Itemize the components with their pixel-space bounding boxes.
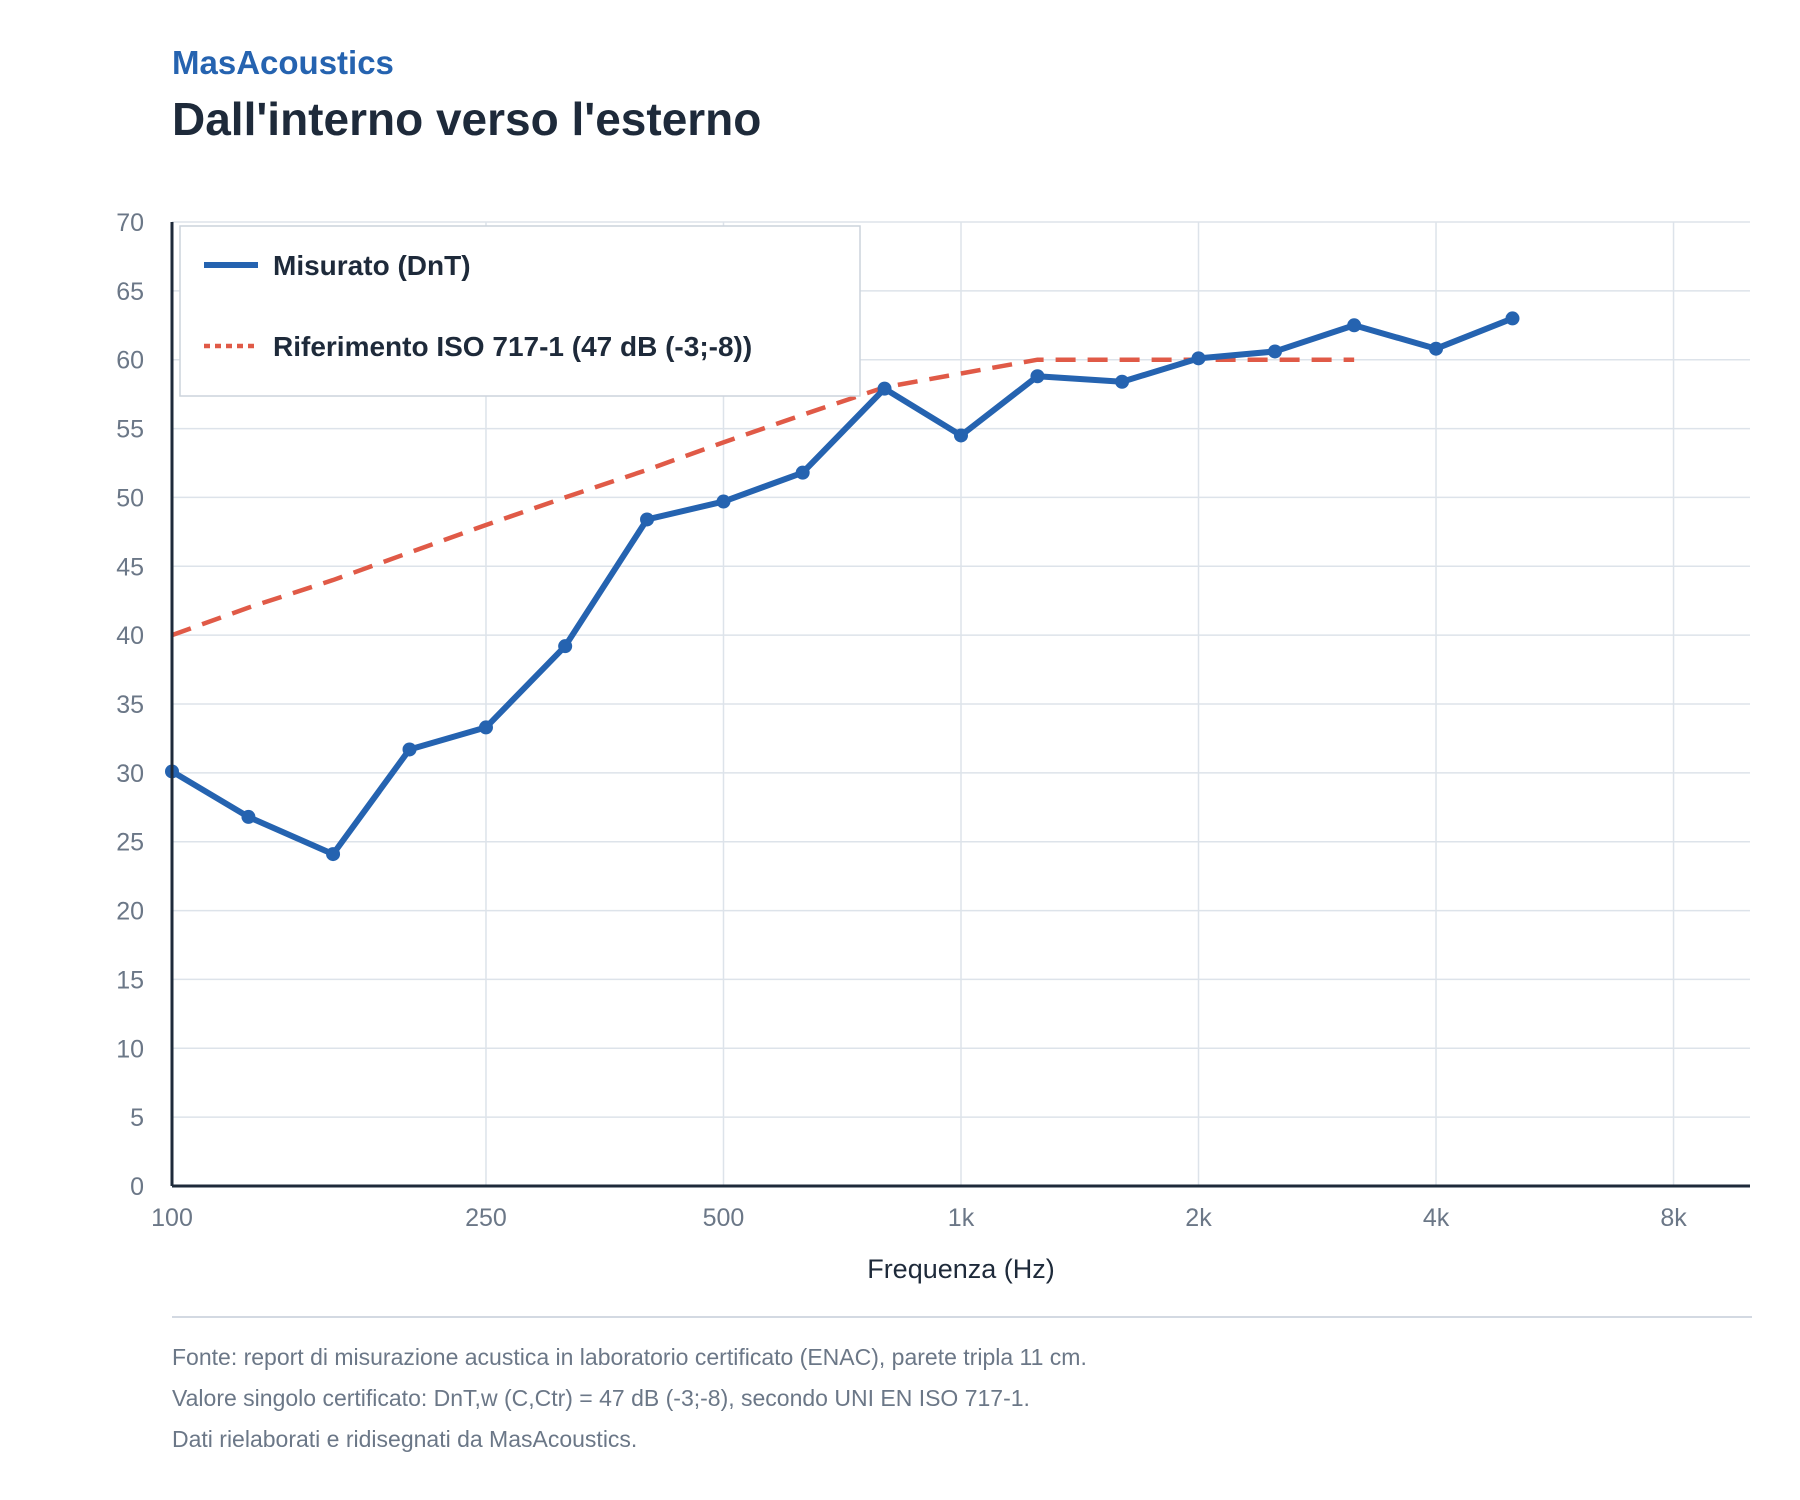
footer-credit-note: Dati rielaborati e ridisegnati da MasAco…	[172, 1426, 638, 1452]
measured-point	[877, 381, 892, 396]
y-tick-label: 70	[116, 209, 144, 237]
measured-point	[241, 809, 256, 824]
footer-certified-value-note: Valore singolo certificato: DnT,w (C,Ctr…	[172, 1385, 1030, 1411]
chart-title: Dall'interno verso l'esterno	[172, 93, 762, 145]
y-tick-label: 35	[116, 691, 144, 719]
reference-line	[171, 357, 1355, 638]
footer-divider	[172, 1316, 1752, 1318]
y-tick-label: 55	[116, 416, 144, 444]
y-tick-label: 30	[116, 760, 144, 788]
x-tick-label: 2k	[1185, 1204, 1212, 1232]
y-tick-label: 45	[116, 553, 144, 581]
measured-line	[169, 315, 1516, 858]
y-tick-label: 20	[116, 898, 144, 926]
tick-labels: 0 5 10 15 20 25 30 35 40 45 50 55 60 65 70 100 250 500 1k 2…	[116, 209, 1687, 1232]
legend-label-reference: Riferimento ISO 717-1 (47 dB (-3;-8))	[273, 331, 752, 362]
x-tick-label: 100	[151, 1204, 193, 1232]
measured-point	[795, 465, 810, 480]
y-tick-label: 65	[116, 278, 144, 306]
measured-point	[716, 494, 731, 509]
measured-point	[954, 428, 968, 443]
measured-point	[1267, 344, 1282, 359]
measured-point	[402, 742, 417, 757]
y-tick-label: 10	[116, 1035, 144, 1063]
measured-point	[1429, 341, 1444, 356]
measured-point	[1505, 311, 1520, 326]
y-tick-label: 0	[130, 1173, 144, 1201]
chart: 0 5 10 15 20 25 30 35 40 45 50 55 60 65 70 100 250 500 1k 2…	[116, 209, 1750, 1284]
measured-point	[326, 847, 341, 862]
brand-label: MasAcoustics	[172, 44, 394, 81]
legend: Misurato (DnT) Riferimento ISO 717-1 (47…	[179, 225, 861, 397]
x-tick-label: 250	[465, 1204, 507, 1232]
y-tick-label: 60	[116, 347, 144, 375]
y-tick-label: 15	[116, 966, 144, 994]
x-tick-label: 500	[703, 1204, 745, 1232]
y-tick-label: 25	[116, 829, 144, 857]
x-tick-label: 8k	[1660, 1204, 1687, 1232]
y-tick-label: 40	[116, 622, 144, 650]
y-tick-label: 5	[130, 1104, 144, 1132]
measured-point	[1030, 369, 1045, 384]
legend-label-measured: Misurato (DnT)	[273, 250, 471, 281]
measured-point	[1115, 374, 1130, 389]
grid	[172, 221, 1750, 1186]
footer-source-note: Fonte: report di misurazione acustica in…	[172, 1344, 1087, 1370]
legend-box	[179, 225, 861, 397]
measured-point	[478, 720, 493, 735]
measured-point	[1191, 351, 1206, 366]
y-tick-label: 50	[116, 484, 144, 512]
measured-series	[165, 311, 1520, 862]
measured-point	[558, 639, 573, 654]
measured-point	[640, 512, 655, 527]
reference-series	[171, 357, 1355, 638]
x-tick-label: 1k	[948, 1204, 975, 1232]
axes	[170, 222, 1750, 1188]
x-axis-title: Frequenza (Hz)	[867, 1254, 1055, 1284]
x-tick-label: 4k	[1423, 1204, 1450, 1232]
measured-point	[1347, 318, 1362, 333]
